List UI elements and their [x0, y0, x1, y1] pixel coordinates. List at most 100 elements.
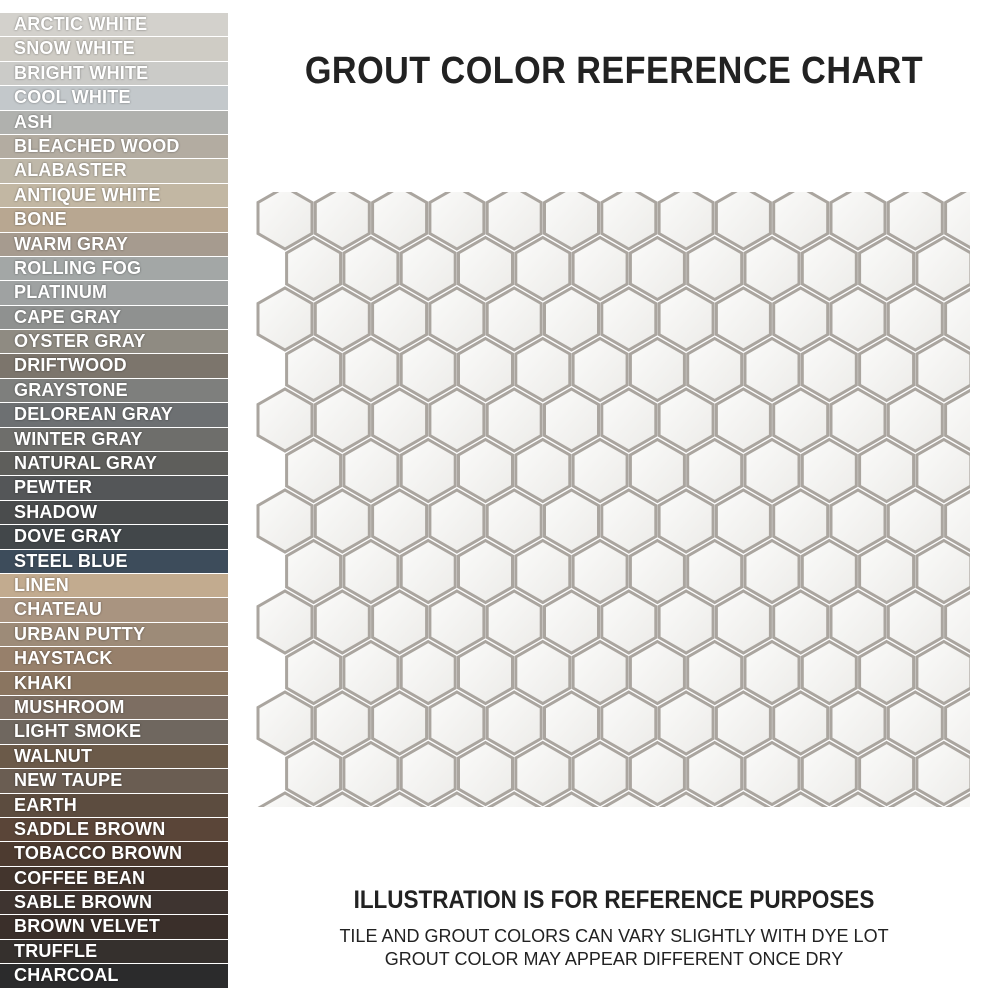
swatch: DOVE GRAY [0, 525, 228, 549]
hex-tile [829, 192, 887, 251]
hex-tile [399, 639, 457, 706]
hex-tile [915, 538, 970, 605]
swatch: SADDLE BROWN [0, 817, 228, 842]
hex-tile [714, 387, 772, 453]
swatch: BROWN VELVET [0, 915, 228, 939]
hex-tile [428, 387, 486, 453]
hex-tile [686, 740, 744, 807]
hex-tile [257, 791, 313, 807]
hex-tile [628, 235, 686, 302]
hex-tile [829, 589, 887, 655]
hex-tile [858, 437, 916, 504]
hex-tile [743, 538, 801, 605]
hex-tile [858, 639, 916, 706]
hex-tile [256, 589, 314, 655]
hex-tile [313, 387, 371, 453]
hex-tile [974, 642, 1000, 704]
hex-tile [915, 437, 970, 504]
hex-tile [543, 589, 600, 655]
hex-tile [658, 791, 714, 807]
note-line: TILE AND GROUT COLORS CAN VARY SLIGHTLY … [339, 926, 889, 946]
hex-tile [372, 791, 427, 807]
hex-tile [571, 235, 629, 302]
hex-tile [858, 235, 916, 302]
hex-tile [485, 488, 543, 554]
hex-tile [657, 488, 715, 554]
hex-tile [313, 488, 371, 554]
hex-tile [829, 286, 887, 352]
hex-tile [714, 192, 772, 251]
hex-tile [657, 589, 715, 655]
hex-tile [428, 589, 486, 655]
hex-tile [772, 192, 830, 251]
swatch: COFFEE BEAN [0, 866, 228, 891]
swatch: CHATEAU [0, 598, 228, 622]
hex-tile [285, 336, 343, 403]
hex-tile [256, 387, 314, 453]
hex-tile [686, 336, 744, 403]
hex-tile [342, 437, 400, 504]
hex-tile [371, 387, 429, 453]
hex-tile [743, 235, 801, 302]
hex-tile [773, 791, 829, 807]
hex-tile [601, 791, 657, 807]
swatch: KHAKI [0, 671, 228, 695]
hex-tile [800, 538, 858, 605]
note-line: GROUT COLOR MAY APPEAR DIFFERENT ONCE DR… [384, 949, 844, 969]
hex-tile [944, 489, 970, 553]
hex-tile [457, 336, 514, 403]
hex-tile [657, 690, 715, 756]
hex-tile [313, 589, 371, 655]
hex-tile [800, 740, 858, 807]
hex-tile [543, 286, 600, 352]
hex-tile [886, 690, 944, 756]
hex-tile [571, 639, 629, 706]
swatch: URBAN PUTTY [0, 622, 228, 647]
hex-tile [686, 639, 744, 706]
hex-tile [371, 589, 429, 655]
hex-tile [571, 740, 629, 807]
hex-tile [429, 791, 485, 807]
swatch: SNOW WHITE [0, 37, 228, 61]
swatch: OYSTER GRAY [0, 330, 228, 354]
hex-tile [256, 690, 314, 756]
hex-tile [974, 541, 1000, 603]
hex-tile [285, 639, 343, 706]
hex-tile [457, 639, 514, 706]
hex-tile [600, 488, 658, 554]
hex-tile [285, 437, 343, 504]
swatch: BLEACHED WOOD [0, 134, 228, 159]
hex-tile [974, 339, 1000, 401]
hex-tile [514, 538, 572, 605]
hex-tile [800, 336, 858, 403]
swatch: ALABASTER [0, 159, 228, 183]
hex-tile [571, 538, 629, 605]
swatch: HAYSTACK [0, 647, 228, 671]
hex-tile [974, 238, 1000, 300]
swatch: STEEL BLUE [0, 549, 228, 573]
hex-tile [686, 538, 744, 605]
hex-tile [399, 437, 457, 504]
swatch: NEW TAUPE [0, 769, 228, 793]
hex-tile [915, 639, 970, 706]
hex-tile [543, 387, 600, 453]
hex-tile [428, 286, 486, 352]
hex-tile [944, 388, 970, 452]
hex-tile [743, 639, 801, 706]
hex-tile [714, 589, 772, 655]
swatch: WARM GRAY [0, 232, 228, 256]
swatch: ASH [0, 110, 228, 134]
hex-tile [600, 690, 658, 756]
hex-tile [829, 387, 887, 453]
hex-tile [628, 538, 686, 605]
hex-tile [858, 740, 916, 807]
hex-tile [514, 437, 572, 504]
hex-tile [285, 538, 343, 605]
hex-tile [600, 286, 658, 352]
hex-tile [371, 690, 429, 756]
hex-tile [543, 192, 600, 251]
swatch: NATURAL GRAY [0, 452, 228, 476]
swatch: DELOREAN GRAY [0, 403, 228, 427]
hex-tile [399, 235, 457, 302]
